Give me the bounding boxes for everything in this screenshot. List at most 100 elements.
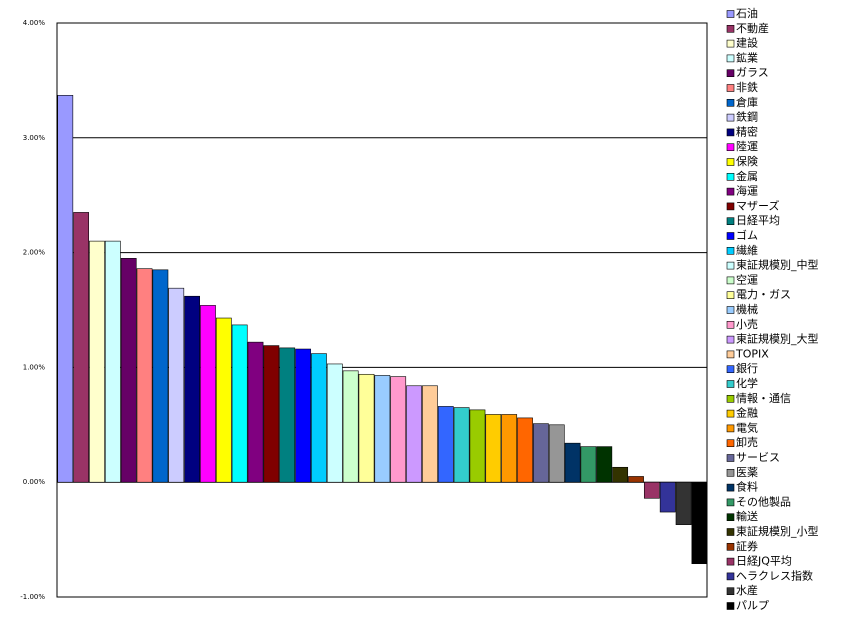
- legend-swatch: [726, 439, 735, 448]
- legend-label: 倉庫: [736, 95, 758, 109]
- bar: [342, 370, 359, 483]
- y-tick-label: 1.00%: [23, 363, 46, 371]
- legend-swatch: [726, 232, 735, 240]
- bar: [215, 317, 232, 483]
- bar: [326, 363, 343, 483]
- legend-swatch: [726, 306, 735, 314]
- bar: [628, 476, 644, 483]
- bar: [184, 295, 200, 483]
- bar: [596, 446, 613, 483]
- bar: [104, 240, 121, 483]
- legend-label: 非鉄: [736, 80, 758, 94]
- bar: [422, 385, 438, 483]
- bar: [358, 373, 375, 483]
- bar: [263, 345, 280, 483]
- bar: [390, 376, 407, 483]
- legend-swatch: [726, 542, 735, 551]
- bar: [231, 324, 248, 483]
- legend-swatch: [726, 113, 735, 122]
- legend-swatch: [726, 99, 735, 107]
- legend-swatch: [726, 483, 735, 492]
- legend-label: パルプ: [736, 599, 769, 612]
- legend-label: 金融: [736, 406, 758, 420]
- legend-label: 金属: [736, 169, 758, 183]
- bar: [453, 407, 470, 483]
- bar: [533, 423, 549, 483]
- bar: [406, 385, 422, 483]
- legend-swatch: [726, 247, 735, 255]
- legend-swatch: [726, 350, 735, 359]
- bar: [517, 417, 533, 483]
- legend-swatch: [726, 187, 735, 196]
- bar: [120, 258, 137, 483]
- bar: [659, 481, 676, 513]
- legend-swatch: [726, 365, 735, 374]
- legend-label: 電気: [736, 420, 758, 434]
- legend-swatch: [726, 335, 735, 344]
- bar: [501, 414, 518, 483]
- legend-swatch: [726, 276, 735, 285]
- legend-label: ヘラクレス指数: [736, 568, 813, 582]
- legend-label: 日経平均: [736, 214, 780, 227]
- bar: [247, 341, 264, 483]
- legend-swatch: [726, 54, 735, 63]
- bar: [168, 287, 185, 483]
- legend-swatch: [726, 261, 735, 270]
- bar: [57, 95, 74, 483]
- bar: [485, 414, 502, 483]
- legend-label: 食料: [736, 480, 758, 494]
- legend-label: 鉱業: [736, 50, 758, 64]
- legend-label: 陸運: [736, 140, 758, 153]
- bar: [89, 240, 105, 483]
- legend-label: 繊維: [736, 244, 758, 257]
- legend-label: 化学: [736, 376, 758, 390]
- bar: [691, 481, 708, 565]
- legend-swatch: [726, 202, 735, 211]
- bar: [374, 375, 391, 483]
- legend-label: 東証規模別_小型: [736, 524, 819, 538]
- legend-label: マザーズ: [736, 198, 779, 212]
- y-tick-label: -1.00%: [20, 593, 45, 601]
- bar: [295, 348, 311, 483]
- legend-label: 不動産: [736, 21, 769, 35]
- legend-swatch: [726, 39, 735, 48]
- legend-swatch: [726, 513, 735, 522]
- legend-label: 建設: [736, 36, 758, 50]
- legend-label: 水産: [736, 584, 758, 597]
- bar: [279, 347, 296, 483]
- legend-label: TOPIX: [735, 347, 769, 360]
- bar: [437, 406, 454, 483]
- legend-swatch: [726, 320, 735, 329]
- legend-swatch: [726, 424, 735, 433]
- bar: [612, 466, 629, 483]
- legend-label: 空運: [736, 272, 758, 286]
- legend-label: 医薬: [736, 466, 758, 479]
- legend-label: サービス: [736, 451, 780, 464]
- legend-swatch: [726, 143, 735, 151]
- legend-swatch: [726, 602, 735, 610]
- legend-swatch: [726, 409, 735, 418]
- legend-swatch: [726, 24, 735, 33]
- legend-label: 鉄鋼: [736, 110, 758, 124]
- legend-swatch: [726, 587, 735, 596]
- legend-swatch: [726, 173, 735, 181]
- legend-swatch: [726, 557, 735, 566]
- legend-label: ガラス: [736, 66, 769, 79]
- legend-swatch: [726, 528, 735, 536]
- bar: [136, 268, 153, 483]
- legend-label: 精密: [736, 124, 758, 138]
- legend-label: 保険: [736, 154, 758, 168]
- legend-label: 電力・ガス: [736, 288, 791, 301]
- legend-label: その他製品: [736, 494, 791, 508]
- legend-label: 機械: [736, 302, 758, 316]
- legend-label: 海運: [736, 184, 758, 198]
- legend-label: 情報・通信: [736, 392, 791, 405]
- legend-label: 東証規模別_大型: [736, 332, 819, 346]
- legend-swatch: [726, 394, 735, 403]
- legend-label: ゴム: [736, 228, 758, 242]
- legend-swatch: [726, 468, 735, 477]
- bar: [548, 424, 565, 483]
- bar: [675, 481, 692, 525]
- bar: [580, 446, 597, 483]
- y-tick-label: 4.00%: [23, 19, 46, 27]
